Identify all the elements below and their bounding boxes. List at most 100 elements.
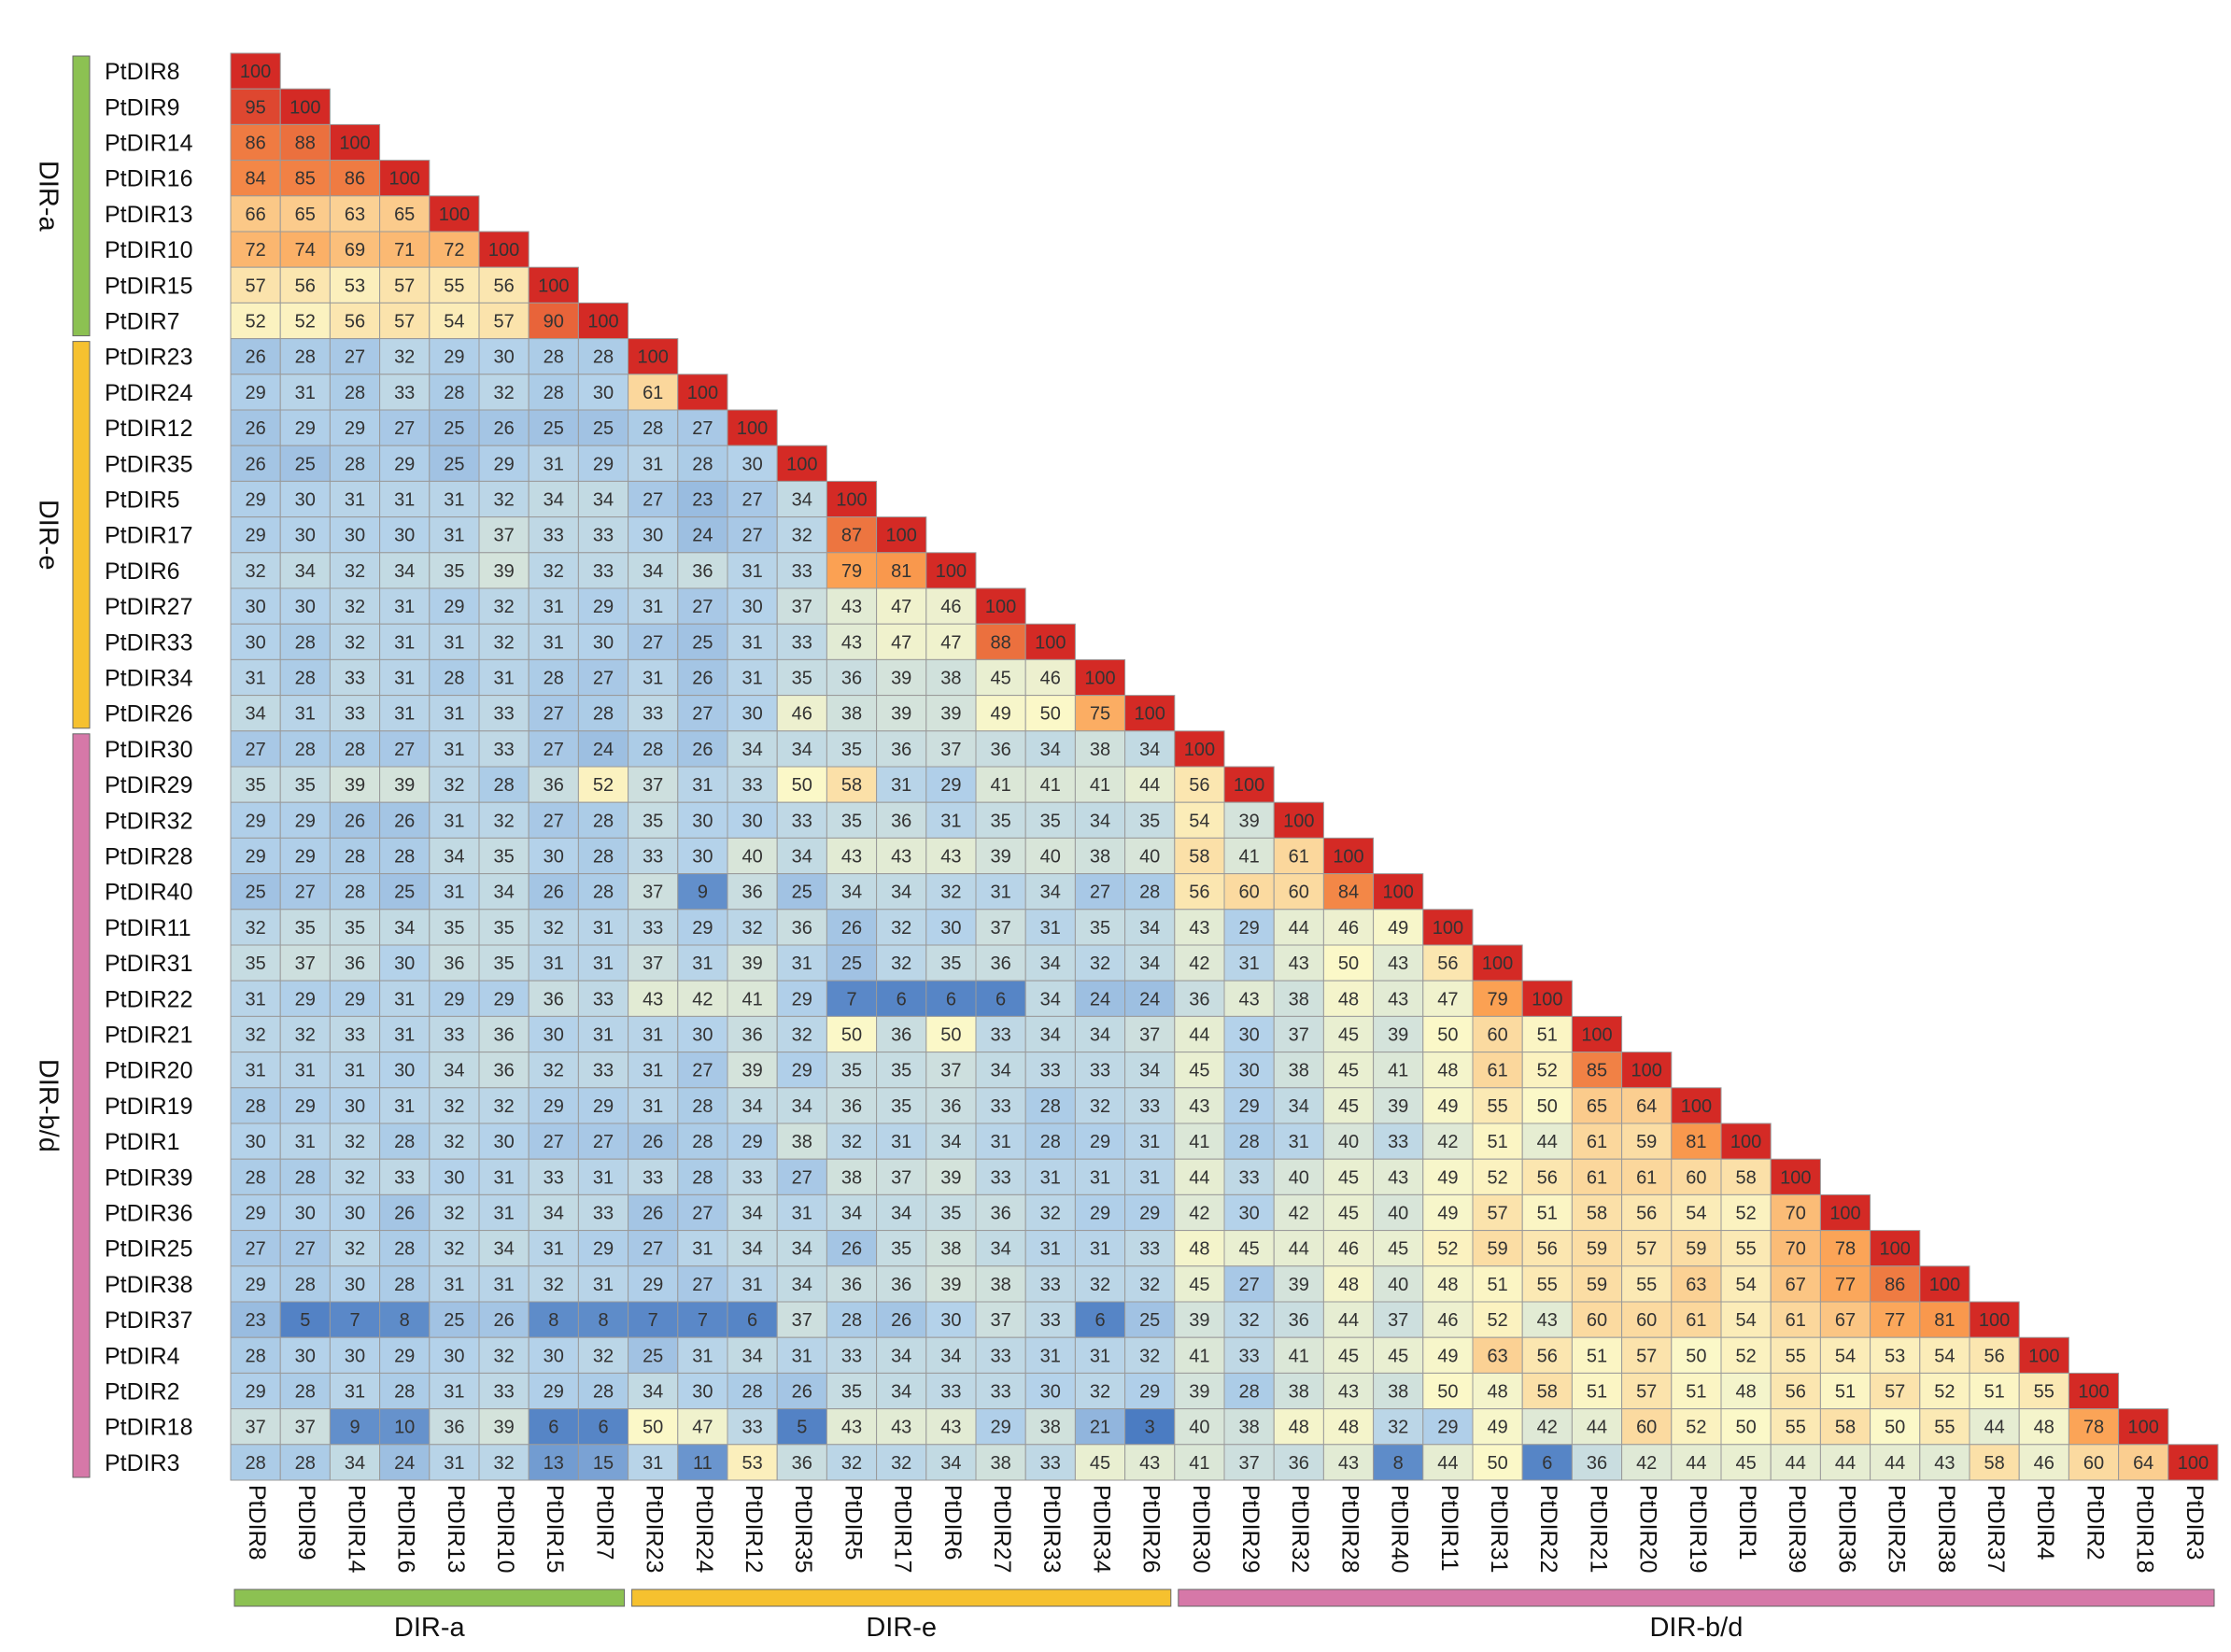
column-label: PtDIR39 <box>1784 1485 1810 1573</box>
cell-value-label: 15 <box>593 1453 614 1474</box>
heatmap-cell <box>1472 1158 1523 1195</box>
cell-value-label: 31 <box>295 383 316 403</box>
cell-value-label: 50 <box>841 1025 862 1046</box>
row-label: PtDIR18 <box>105 1415 192 1441</box>
heatmap-cell <box>925 552 977 589</box>
heatmap-cell <box>628 338 679 375</box>
cell-value-label: 34 <box>792 847 812 868</box>
cell-value-label: 61 <box>1686 1310 1706 1331</box>
cell-value-label: 31 <box>891 1132 911 1152</box>
cell-value-label: 41 <box>1090 775 1110 796</box>
cell-value-label: 28 <box>544 383 564 403</box>
heatmap-cell <box>1074 658 1126 697</box>
cell-value-label: 31 <box>493 1204 514 1224</box>
heatmap-cell <box>1472 944 1523 981</box>
heatmap-cell <box>1521 1052 1573 1089</box>
cell-value-label: 31 <box>493 1167 514 1188</box>
cell-value-label: 42 <box>1189 953 1209 974</box>
group-bar-vertical <box>72 341 91 729</box>
heatmap-cell <box>1273 1444 1324 1481</box>
heatmap-cell <box>1571 1372 1623 1410</box>
cell-value-label: 29 <box>593 1239 614 1260</box>
cell-value-label: 34 <box>345 1453 365 1474</box>
cell-value-label: 41 <box>1040 775 1061 796</box>
cell-value-label: 28 <box>394 847 415 868</box>
heatmap-cell <box>776 1336 827 1374</box>
cell-value-label: 25 <box>444 418 464 439</box>
heatmap-cell <box>2118 1444 2169 1481</box>
heatmap-cell <box>826 1087 878 1124</box>
cell-value-label: 27 <box>544 740 564 760</box>
cell-value-label: 36 <box>493 1025 514 1046</box>
heatmap-cell <box>1571 1015 1623 1053</box>
cell-value-label: 37 <box>940 740 961 760</box>
cell-value-label: 27 <box>692 1061 713 1081</box>
cell-value-label: 53 <box>345 275 365 296</box>
heatmap-cell <box>478 480 530 518</box>
cell-value-label: 44 <box>1289 1239 1309 1260</box>
heatmap-cell <box>826 837 878 875</box>
heatmap-cell <box>279 374 331 411</box>
heatmap-cell <box>677 980 728 1017</box>
heatmap-cell <box>1720 1265 1772 1303</box>
heatmap-cell <box>1870 1265 1921 1303</box>
cell-value-label: 38 <box>940 669 961 689</box>
cell-value-label: 53 <box>741 1453 762 1474</box>
cell-value-label: 32 <box>345 561 365 582</box>
heatmap-cell <box>1273 873 1324 911</box>
cell-value-label: 34 <box>1040 1025 1061 1046</box>
heatmap-cell <box>1422 1408 1474 1446</box>
cell-value-label: 51 <box>1835 1382 1856 1403</box>
cell-value-label: 32 <box>493 597 514 617</box>
cell-value-label: 34 <box>593 490 614 511</box>
heatmap-cell <box>429 516 480 554</box>
cell-value-label: 60 <box>1686 1167 1706 1188</box>
heatmap-cell <box>230 445 281 482</box>
cell-value-label: 47 <box>891 632 911 653</box>
cell-value-label: 30 <box>692 847 713 868</box>
cell-value-label: 59 <box>1587 1275 1607 1295</box>
heatmap-cell <box>1969 1336 2020 1374</box>
cell-value-label: 34 <box>741 740 762 760</box>
row-label: PtDIR15 <box>105 273 192 299</box>
heatmap-cell <box>329 623 381 660</box>
cell-value-label: 39 <box>1388 1096 1408 1117</box>
cell-value-label: 30 <box>692 1382 713 1403</box>
cell-value-label: 31 <box>544 454 564 474</box>
cell-value-label: 38 <box>1238 1418 1259 1438</box>
column-label: PtDIR26 <box>1138 1485 1165 1573</box>
cell-value-label: 33 <box>394 383 415 403</box>
heatmap-cell <box>628 409 679 446</box>
cell-value-label: 42 <box>1437 1132 1458 1152</box>
cell-value-label: 31 <box>394 490 415 511</box>
cell-value-label: 31 <box>642 1025 663 1046</box>
row-label: PtDIR40 <box>105 880 192 906</box>
heatmap-cell <box>1174 730 1225 768</box>
cell-value-label: 28 <box>692 454 713 474</box>
heatmap-cell <box>279 658 331 697</box>
heatmap-cell <box>677 1408 728 1446</box>
cell-value-label: 35 <box>1090 918 1110 939</box>
cell-value-label: 29 <box>1437 1418 1458 1438</box>
cell-value-label: 49 <box>1437 1167 1458 1188</box>
heatmap-cell <box>1223 1230 1275 1267</box>
heatmap-cell <box>429 552 480 589</box>
heatmap-cell <box>826 623 878 660</box>
heatmap-cell <box>1870 1301 1921 1338</box>
cell-value-label: 33 <box>792 632 812 653</box>
cell-value-label: 100 <box>488 240 519 261</box>
heatmap-cell <box>1373 1193 1424 1232</box>
cell-value-label: 31 <box>593 1025 614 1046</box>
heatmap-cell <box>478 1193 530 1232</box>
cell-value-label: 29 <box>245 811 265 831</box>
heatmap-cell <box>628 730 679 768</box>
cell-value-label: 30 <box>295 1346 316 1366</box>
heatmap-cell <box>776 1408 827 1446</box>
cell-value-label: 100 <box>985 597 1016 617</box>
cell-value-label: 29 <box>593 597 614 617</box>
cell-value-label: 33 <box>741 775 762 796</box>
cell-value-label: 34 <box>1090 811 1110 831</box>
heatmap-cell <box>1819 1301 1871 1338</box>
heatmap-cell <box>1373 1230 1424 1267</box>
heatmap-cell <box>379 587 431 625</box>
